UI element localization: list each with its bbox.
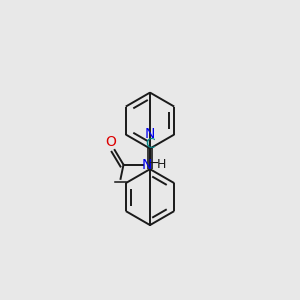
Text: N: N	[142, 158, 152, 172]
Text: −: −	[149, 157, 160, 170]
Text: N: N	[145, 127, 155, 141]
Text: O: O	[105, 135, 116, 149]
Text: C: C	[145, 136, 155, 151]
Text: H: H	[157, 158, 167, 171]
